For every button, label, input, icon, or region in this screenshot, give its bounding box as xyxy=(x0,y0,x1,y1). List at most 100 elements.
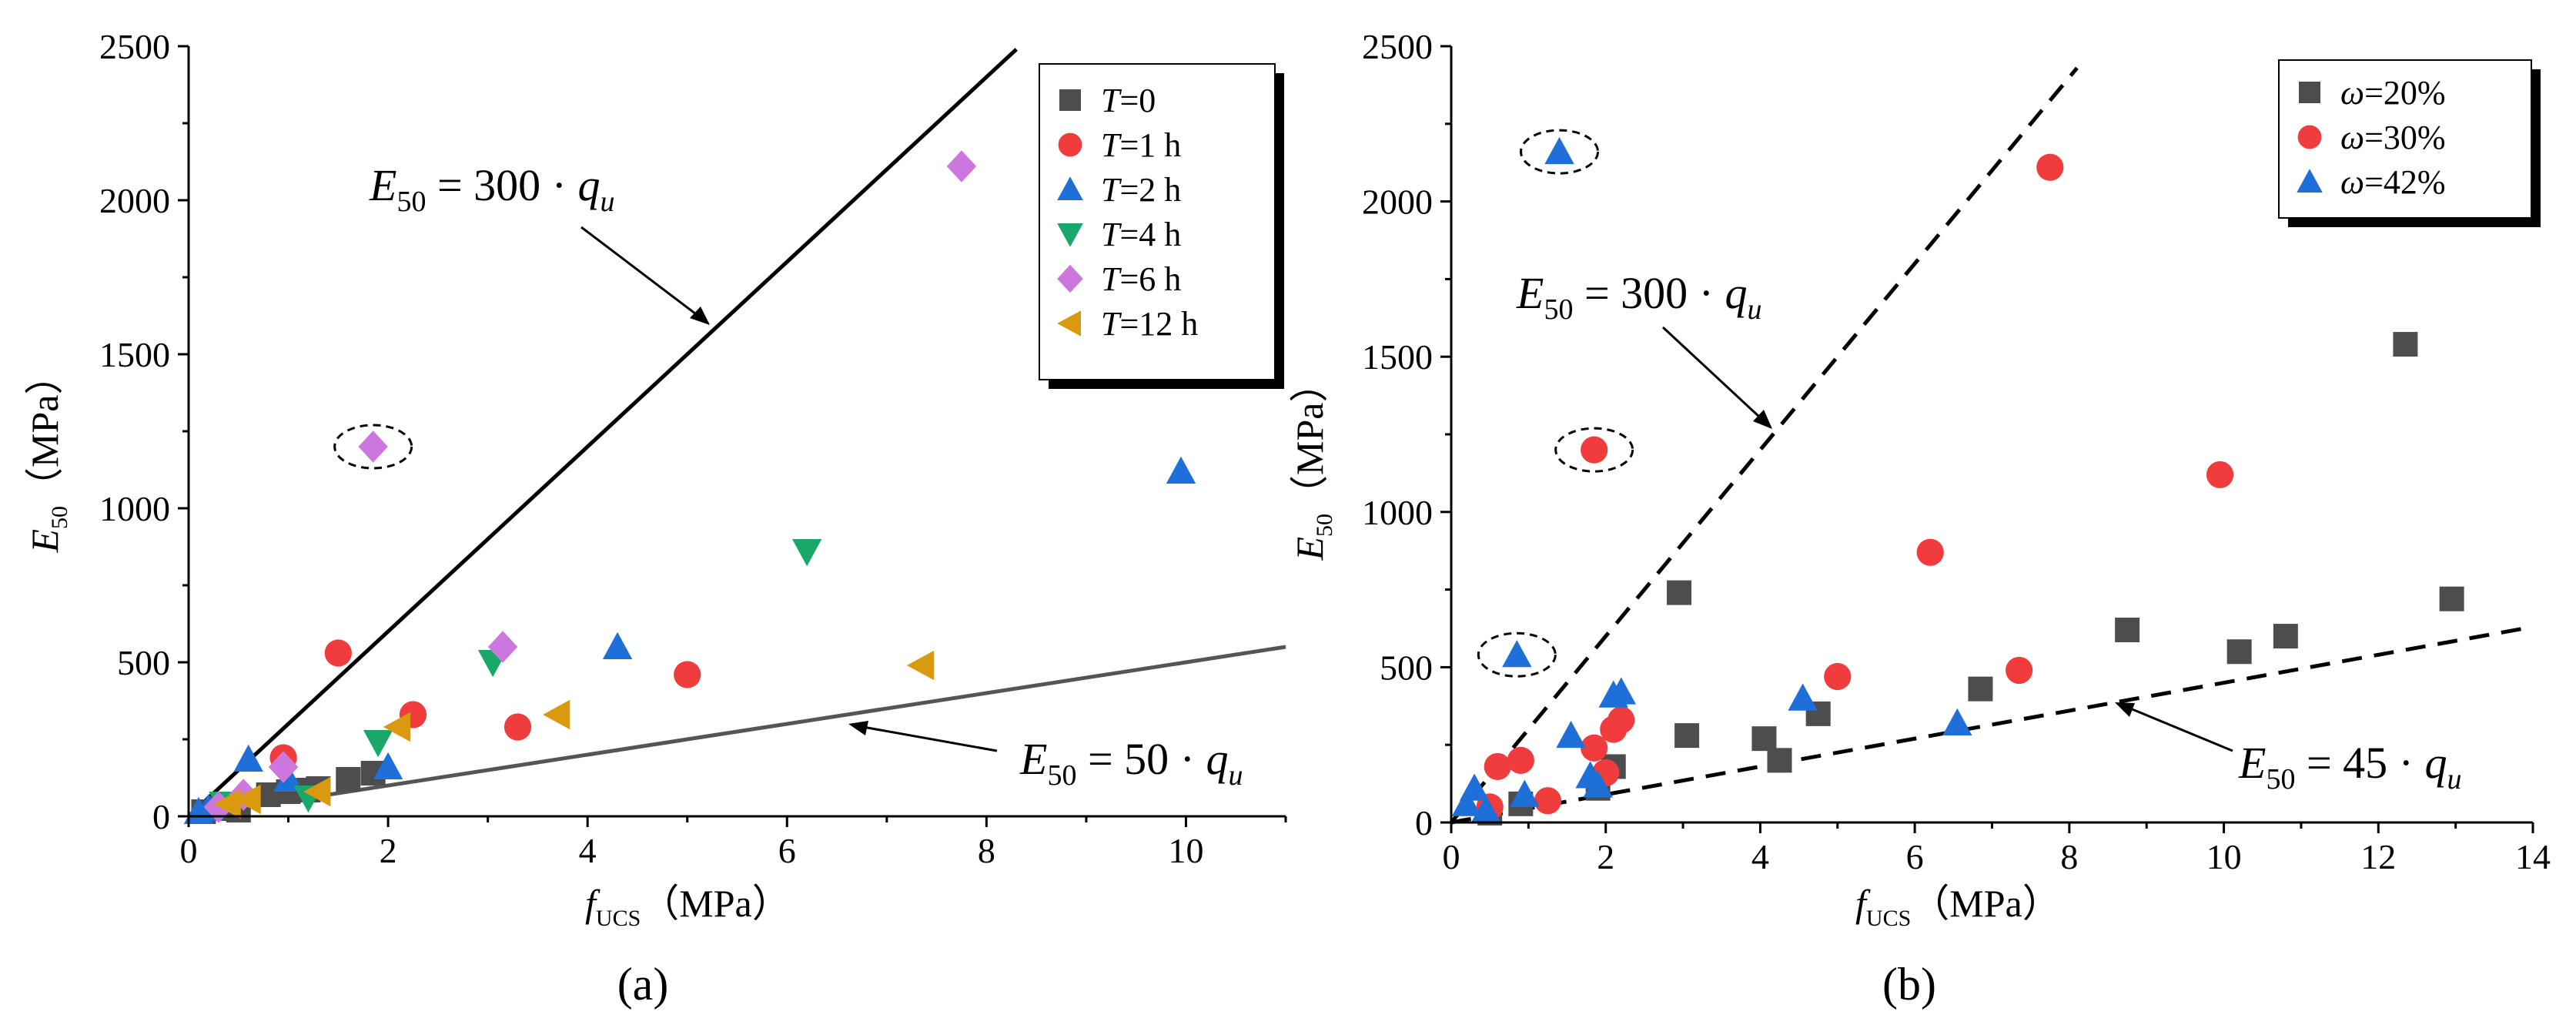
panel-a-x-axis-label: fUCS（MPa） xyxy=(585,882,791,931)
panel-b-point-1-1 xyxy=(1484,752,1511,781)
panel-a-highlights xyxy=(333,424,413,470)
panel-a-legend-var: T xyxy=(1101,305,1122,343)
panel-a-eq-50-coef: 50 xyxy=(1124,734,1169,784)
panel-b-point-1-3 xyxy=(1534,787,1562,815)
panel-b-legend: ω=20%ω=30%ω=42% xyxy=(2278,59,2541,227)
panel-a-point-1-4 xyxy=(674,661,701,688)
panel-b-x-tick-label: 8 xyxy=(2060,837,2078,876)
panel-b-point-0-6 xyxy=(1751,726,1777,752)
panel-b-eq-300-arrow xyxy=(1661,326,1772,429)
panel-a-eq-300-coef: 300 xyxy=(473,160,540,210)
panel-a-label: (a) xyxy=(617,959,669,1010)
panel-b-legend-label-0: ω=20% xyxy=(2340,74,2446,112)
panel-b-point-2-8 xyxy=(1583,770,1613,798)
panel-b-axes: 0 2 4 6 8 10 12 14 0 500 1000 1500 2000 2500 xyxy=(1362,27,2551,876)
panel-a-eq-300-arrow xyxy=(580,226,709,325)
panel-a-x-tick-label: 2 xyxy=(380,831,397,870)
panel-a-legend-label-5: T=12 h xyxy=(1101,305,1198,343)
panel-a-eq-300: E50 = 300 · qu xyxy=(369,160,614,218)
panel-a-eq-50: E50 = 50 · qu xyxy=(1019,734,1243,792)
panel-b-eq-45: E50 = 45 · qu xyxy=(2238,738,2461,796)
panel-b-point-1-10 xyxy=(1916,538,1944,566)
panel-a-point-0-7 xyxy=(336,767,361,792)
panel-b-x-tick-label: 6 xyxy=(1906,837,1924,876)
panel-b-point-1-9 xyxy=(1824,662,1852,691)
panel-a-legend-val: =12 h xyxy=(1119,305,1198,343)
panel-b-legend-val: =20% xyxy=(2364,74,2445,112)
panel-a-y-tick-label: 1500 xyxy=(99,335,170,374)
panel-a-line-300 xyxy=(187,48,1018,818)
panel-b-legend-label-2: ω=42% xyxy=(2340,163,2446,201)
panel-b-highlight-ellipse xyxy=(1477,631,1557,678)
panel-a-legend-var: T xyxy=(1101,216,1122,253)
panel-a-legend-var: T xyxy=(1101,171,1122,209)
panel-b-eq-300-arrowhead xyxy=(1753,410,1772,429)
panel-a-highlight-ellipse xyxy=(333,424,413,470)
panel-b-line-300 xyxy=(1450,66,2079,824)
panel-a-legend-var: T xyxy=(1101,82,1122,119)
panel-a-legend-label-1: T=1 h xyxy=(1101,126,1181,164)
panel-b-point-0-4 xyxy=(1667,580,1692,605)
panel-b-point-0-5 xyxy=(1674,723,1700,749)
panel-a-x-tick-label: 10 xyxy=(1168,831,1203,870)
panel-b-point-1-11 xyxy=(2006,656,2033,685)
panel-b-eq-300: E50 = 300 · qu xyxy=(1516,268,1761,326)
panel-a-legend-marker-5 xyxy=(1057,310,1081,337)
panel-b-eq-45-arrow xyxy=(2120,703,2233,752)
panel-b-point-2-3 xyxy=(1502,640,1532,668)
panel-a-y-tick-label: 1000 xyxy=(99,489,170,528)
panel-a-point-5-3 xyxy=(383,712,411,742)
panel-b-point-1-4 xyxy=(1581,436,1608,464)
panel-b-highlight-ellipse xyxy=(1554,427,1634,473)
panel-a-point-3-2 xyxy=(363,730,393,758)
panel-b-point-0-7 xyxy=(1767,748,1792,773)
panel-b-label: (b) xyxy=(1882,959,1936,1010)
panel-b-eq-45-arrowhead xyxy=(2115,702,2135,717)
panel-b-y-tick-label: 500 xyxy=(1380,648,1433,687)
panel-a-point-4-4 xyxy=(487,631,518,663)
panel-a-point-5-2 xyxy=(303,776,331,807)
panel-b-x-tick-label: 2 xyxy=(1597,837,1614,876)
panel-a: 0 2 4 6 8 10 0 500 1000 1500 2000 2500 E50 = 300 · … xyxy=(23,27,1287,1010)
panel-a-y-tick-label: 0 xyxy=(152,797,170,836)
panel-a-point-4-5 xyxy=(946,150,977,183)
panel-b-highlight-ellipse xyxy=(1520,129,1599,175)
panel-a-legend-marker-1 xyxy=(1058,132,1082,157)
panel-b-y-tick-label: 1000 xyxy=(1362,493,1433,532)
panel-b-y-tick-label: 0 xyxy=(1415,803,1433,842)
panel-a-eq-50-arrow xyxy=(854,724,998,752)
panel-b-y-tick-label: 2000 xyxy=(1362,183,1433,222)
panel-b-point-2-11 xyxy=(1788,683,1818,711)
panel-b-point-0-12 xyxy=(2273,624,2298,649)
panel-a-y-tick-label: 2000 xyxy=(99,181,170,220)
panel-a-legend-label-3: T=4 h xyxy=(1101,216,1181,253)
panel-a-x-tick-label: 8 xyxy=(978,831,995,870)
panel-b-x-tick-label: 12 xyxy=(2360,837,2396,876)
panel-b-legend-var: ω xyxy=(2340,163,2364,201)
panel-a-legend-val: =2 h xyxy=(1119,171,1181,209)
panel-b-line-45 xyxy=(1450,625,2534,825)
panel-a-point-2-6 xyxy=(1166,456,1196,484)
panel-b-point-0-11 xyxy=(2226,639,2252,665)
panel-b-legend-marker-2 xyxy=(2297,169,2323,193)
panel-b-x-tick-label: 14 xyxy=(2515,837,2551,876)
panel-b-point-2-0 xyxy=(1451,789,1482,816)
panel-a-legend-var: T xyxy=(1101,126,1122,164)
panel-a-point-1-3 xyxy=(503,713,532,741)
panel-b-point-2-12 xyxy=(1942,708,1972,735)
panel-a-line-50 xyxy=(188,645,1286,819)
panel-a-point-2-5 xyxy=(602,631,633,659)
panel-b-eq-300-coef: 300 xyxy=(1621,268,1688,318)
panel-b: 0 2 4 6 8 10 12 14 0 500 1000 1500 2000 2500 E50 = 30… xyxy=(1288,27,2551,1010)
panel-b-point-2-4 xyxy=(1510,779,1540,807)
panel-b-point-2-1 xyxy=(1459,773,1490,801)
panel-b-point-2-5 xyxy=(1544,136,1574,165)
panel-a-y-tick-label: 2500 xyxy=(99,27,170,66)
panel-a-reference-lines xyxy=(187,48,1286,819)
panel-a-y-axis-label: E50（MPa） xyxy=(23,356,72,553)
panel-a-legend: T=0T=1 hT=2 hT=4 hT=6 hT=12 h xyxy=(1039,63,1284,389)
panel-a-eq-300-arrowhead xyxy=(690,306,710,325)
panel-b-point-0-13 xyxy=(2393,332,2418,357)
panel-a-point-2-2 xyxy=(233,744,263,772)
